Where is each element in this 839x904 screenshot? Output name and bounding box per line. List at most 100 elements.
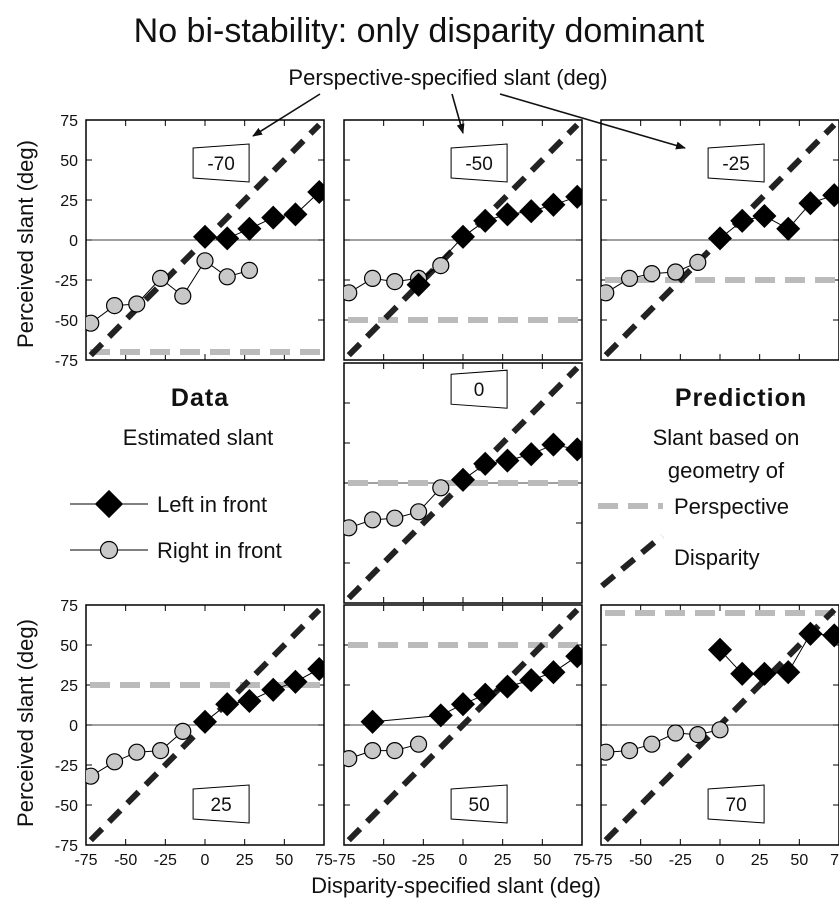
y-tick-label: 25 (60, 678, 78, 695)
left-in-front-point (283, 669, 308, 694)
panel-6: 50 -75 -50 -25 0 25 50 75 (332, 604, 591, 869)
y-tick-label: 0 (69, 233, 78, 250)
perspective-label-box (192, 143, 250, 183)
annotation-arrow-1 (252, 93, 321, 137)
left-in-front-point (519, 668, 544, 693)
legend-prediction-sub1: Slant based on (653, 425, 800, 450)
left-in-front-line (372, 655, 578, 723)
right-in-front-point (386, 273, 404, 291)
right-in-front-point (174, 722, 192, 741)
right-in-front-point (196, 252, 214, 270)
x-tick-label: -25 (669, 852, 692, 869)
left-in-front-point (450, 467, 476, 492)
left-in-front-point (707, 226, 733, 251)
right-in-front-point (386, 741, 404, 760)
panels: -70 75 50 25 0 -25 -50 -75 -50 -25 0 25 75 50 25 0 -25 -5… (55, 113, 839, 869)
y-tick-label: -75 (55, 353, 78, 370)
legend-data: Data Estimated slant Left in front Right… (70, 384, 282, 563)
x-tick-label: -75 (332, 852, 355, 869)
x-tick-label: 25 (494, 852, 512, 869)
legend-data-heading: Data (171, 384, 229, 412)
panel-3: -25 (600, 119, 839, 361)
top-annotation: Perspective-specified slant (deg) (288, 65, 607, 90)
x-tick-label: -50 (629, 852, 652, 869)
y-tick-label: 50 (60, 153, 78, 170)
x-tick-label: 25 (236, 852, 254, 869)
y-tick-label: 50 (60, 638, 78, 655)
left-in-front-point (541, 192, 566, 217)
right-in-front-point (151, 269, 170, 287)
legend-data-subheading: Estimated slant (123, 425, 273, 450)
legend-prediction-heading: Prediction (675, 384, 807, 412)
left-in-front-point (428, 703, 453, 728)
right-in-front-line (348, 743, 419, 760)
left-in-front-point (307, 179, 324, 205)
right-in-front-point (344, 284, 358, 302)
y-tick-label: -25 (55, 758, 78, 775)
right-in-front-point (432, 257, 450, 275)
right-in-front-point (620, 269, 639, 287)
panel-4: 0 (343, 362, 583, 604)
perspective-label: -50 (465, 154, 492, 175)
left-in-front-point (450, 692, 476, 717)
right-in-front-point (409, 503, 428, 521)
perspective-label-box (450, 143, 508, 183)
left-in-front-point (822, 183, 839, 208)
perspective-label-box (707, 784, 765, 824)
left-in-front-point (192, 709, 218, 734)
right-in-front-point (128, 295, 146, 313)
right-in-front-point (363, 511, 382, 529)
left-in-front-point (215, 226, 240, 251)
left-in-front-point (822, 623, 839, 648)
left-in-front-point (261, 677, 286, 702)
x-tick-label: 0 (201, 852, 210, 869)
right-in-front-point (643, 265, 661, 283)
right-in-front-point (711, 721, 729, 739)
x-tick-label: -50 (114, 852, 137, 869)
left-in-front-point (473, 208, 498, 233)
x-tick-label: 75 (830, 852, 839, 869)
panel-5: 25 75 50 25 0 -25 -50 -75-75 -50 -25 0 25 50 75 (55, 598, 333, 869)
legend-prediction-sub2: geometry of (668, 458, 785, 483)
legend-prediction: Prediction Slant based on geometry of Pe… (598, 384, 807, 589)
y-tick-label: 75 (60, 113, 78, 130)
left-in-front-point (192, 224, 218, 249)
left-in-front-point (495, 448, 520, 473)
right-in-front-point (240, 261, 259, 279)
y-tick-label: -50 (55, 798, 78, 815)
right-in-front-point (386, 509, 404, 527)
x-tick-label: 50 (790, 852, 808, 869)
right-in-front-point (344, 750, 358, 768)
y-tick-label: -25 (55, 273, 78, 290)
right-in-front-point (666, 724, 685, 742)
right-in-front-point (643, 735, 661, 753)
left-in-front-point (406, 272, 431, 297)
x-tick-label: 75 (573, 852, 591, 869)
y-axis-label-bottom: Perceived slant (deg) (13, 619, 38, 827)
legend-left-marker (94, 489, 124, 519)
chart-title: No bi-stability: only disparity dominant (134, 12, 705, 50)
left-in-front-point (237, 216, 262, 241)
right-in-front-point (128, 743, 146, 761)
x-tick-label: 50 (275, 852, 293, 869)
legend-right-marker (99, 540, 119, 560)
left-in-front-point (215, 692, 240, 717)
legend-disparity-label: Disparity (674, 545, 760, 570)
perspective-label: 0 (474, 380, 485, 401)
left-in-front-point (360, 709, 385, 734)
right-in-front-point (666, 263, 685, 281)
y-tick-label: 75 (60, 598, 78, 615)
perspective-label: 25 (211, 795, 232, 816)
left-in-front-point (730, 208, 755, 233)
right-in-front-point (620, 741, 639, 760)
legend-perspective-label: Perspective (674, 494, 789, 519)
left-in-front-point (307, 656, 324, 682)
x-tick-label: -75 (74, 852, 97, 869)
y-tick-label: -50 (55, 313, 78, 330)
left-in-front-point (519, 199, 544, 224)
left-in-front-point (495, 202, 520, 227)
panel-7: 70 -75 -50 -25 0 25 50 75 (589, 604, 839, 869)
left-in-front-point (519, 442, 544, 467)
perspective-label-box (192, 784, 250, 824)
right-in-front-point (86, 314, 100, 332)
